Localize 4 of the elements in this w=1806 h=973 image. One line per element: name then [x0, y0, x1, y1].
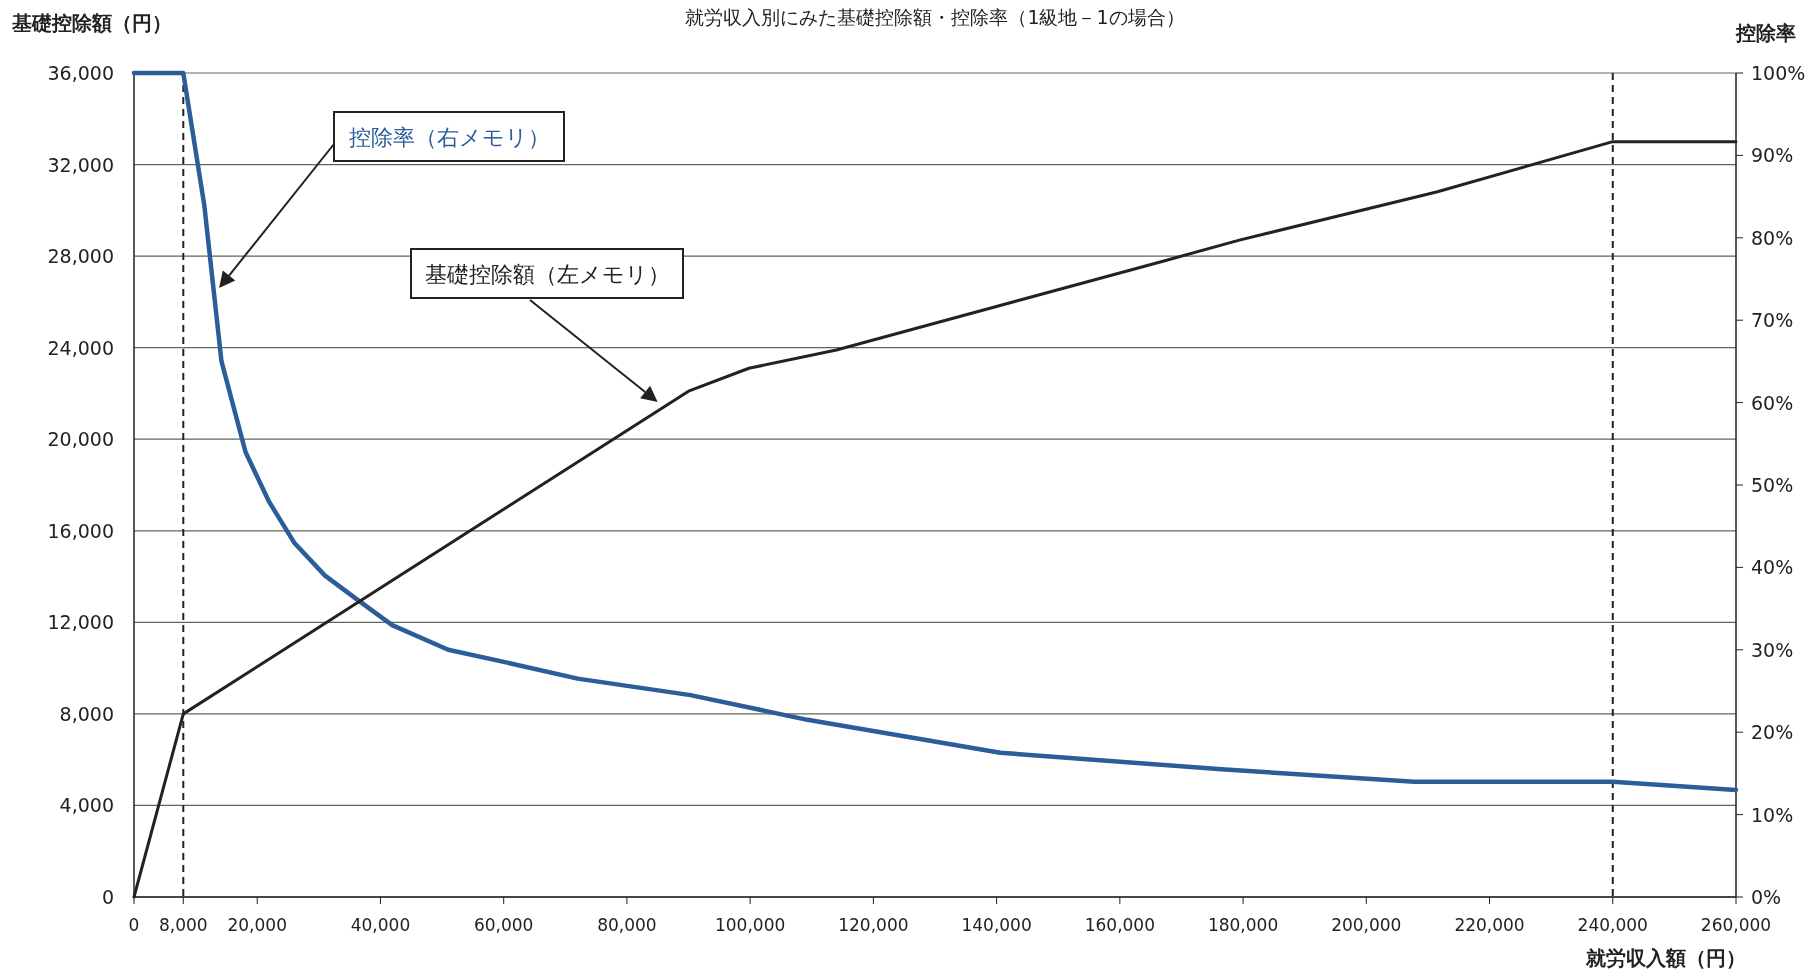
y2label: 控除率 [1736, 21, 1796, 45]
ylabel: 基礎控除額（円） [12, 11, 172, 35]
xlabel: 就労収入額（円） [1586, 946, 1746, 970]
title: 就労収入別にみた基礎控除額・控除率（1級地－1の場合） [685, 6, 1185, 28]
